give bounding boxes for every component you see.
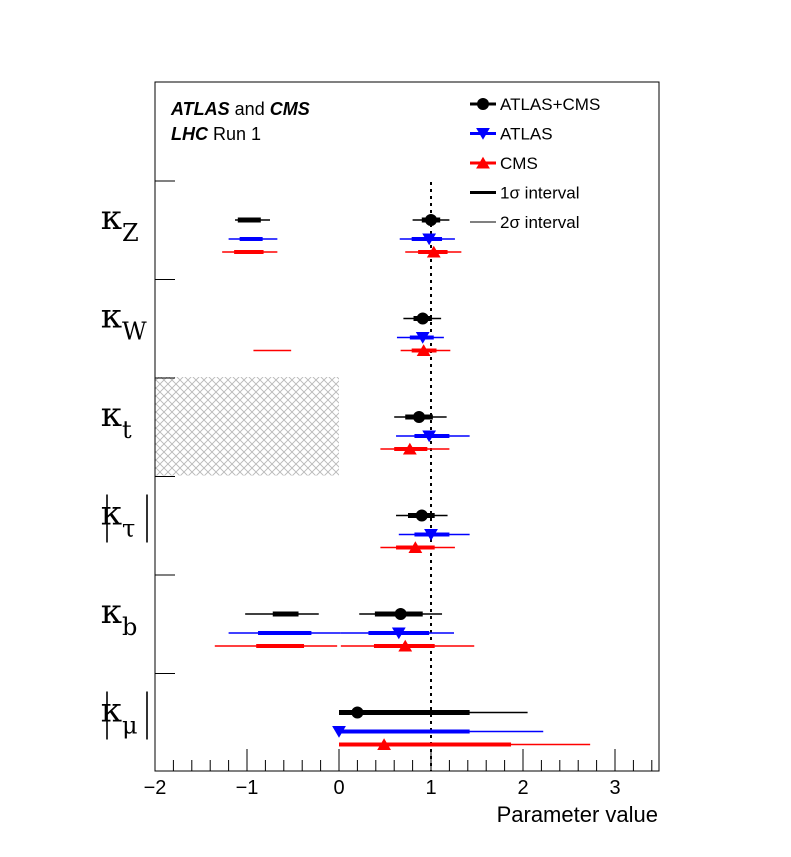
x-tick-label: −1 [236,777,259,799]
parameter-subscript: τ [122,515,135,543]
best-fit-marker [377,738,391,751]
best-fit-marker [415,331,430,344]
x-tick-label: 2 [517,777,528,799]
best-fit-marker [422,430,437,443]
best-fit-marker [351,706,364,719]
header-line-2: LHC Run 1 [171,124,261,144]
legend-swatch-marker [476,127,490,140]
best-fit-marker [391,627,406,640]
best-fit-marker [408,541,423,554]
parameter-subscript: t [122,416,132,444]
x-axis-title: Parameter value [497,802,658,827]
legend-label: 2σ interval [500,213,579,232]
excluded-region-hatch [155,377,339,476]
legend-entry: 2σ interval [470,213,579,232]
header-fragment: LHC [171,124,209,144]
best-fit-marker [398,639,413,652]
x-tick-label: 3 [609,777,620,799]
legend-entry: ATLAS [470,125,553,144]
best-fit-marker [416,344,431,357]
best-fit-marker [425,214,437,226]
plot-frame [154,81,660,772]
x-tick-label: 0 [333,777,344,799]
legend-entry: CMS [470,154,538,173]
header-fragment: and [230,99,270,119]
best-fit-marker [422,233,437,246]
parameter-subscript: W [122,318,147,346]
parameter-symbol: κ [101,691,122,731]
parameter-symbol: κ [101,494,122,534]
parameter-subscript: Z [122,219,139,247]
best-fit-marker [415,509,428,522]
x-tick-label: 1 [425,777,436,799]
best-fit-marker [413,411,426,423]
legend-entry: ATLAS+CMS [470,95,600,114]
header-fragment: CMS [270,99,310,119]
x-tick-label: −2 [144,777,167,799]
legend-entry: 1σ interval [470,184,579,203]
legend-swatch-marker [476,156,490,169]
parameter-symbol: κ [101,297,122,337]
parameter-subscript: b [122,613,137,641]
legend-label: ATLAS [500,125,553,144]
parameter-symbol: κ [101,198,122,238]
parameter-symbol: κ [101,395,122,435]
best-fit-marker [402,442,417,455]
header-line-1: ATLAS and CMS [170,99,310,119]
header-fragment: Run 1 [208,124,261,144]
best-fit-marker [416,312,429,325]
legend-label: 1σ interval [500,184,579,203]
parameter-subscript: μ [122,712,138,740]
legend-label: ATLAS+CMS [500,95,600,114]
header-fragment: ATLAS [170,99,230,119]
parameter-symbol: κ [101,592,122,632]
best-fit-marker [332,725,346,738]
legend-swatch-marker [477,98,489,110]
best-fit-marker [394,608,407,620]
best-fit-marker [426,245,441,258]
legend-label: CMS [500,154,538,173]
best-fit-marker [424,528,438,541]
